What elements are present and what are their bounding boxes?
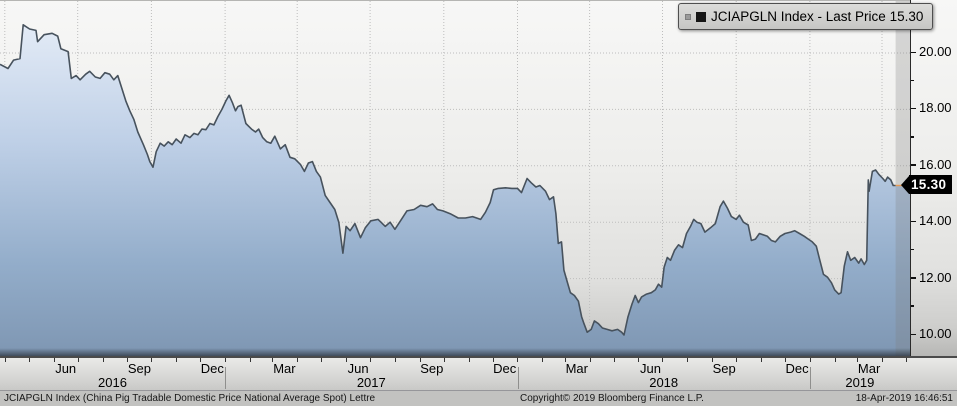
legend-box[interactable]: JCIAPGLN Index - Last Price 15.30: [678, 3, 934, 30]
x-axis-month-label: Jun: [55, 361, 77, 376]
x-axis-month-label: Sep: [712, 361, 736, 376]
y-axis-major-tick: [911, 220, 916, 223]
month-tick: [297, 358, 299, 362]
month-tick: [542, 358, 544, 362]
price-chart-svg[interactable]: [0, 1, 910, 357]
month-tick: [785, 358, 787, 362]
footer-index-description: JCIAPGLN Index (China Pig Tradable Domes…: [4, 393, 376, 404]
month-tick: [881, 358, 883, 362]
x-axis-month-label: Sep: [127, 361, 151, 376]
month-tick: [492, 358, 494, 362]
month-tick: [905, 358, 907, 362]
month-tick: [662, 358, 664, 362]
footer-bar: JCIAPGLN Index (China Pig Tradable Domes…: [0, 390, 957, 406]
x-axis-month-label: Dec: [200, 361, 224, 376]
month-tick: [53, 358, 55, 362]
year-separator: [517, 367, 519, 389]
footer-copyright: Copyright© 2019 Bloomberg Finance L.P.: [520, 393, 704, 404]
month-tick: [394, 358, 396, 362]
last-price-tag: 15.30: [901, 175, 953, 194]
y-axis-label: 14.00: [919, 213, 952, 229]
month-tick: [834, 358, 836, 362]
y-axis-label: 16.00: [919, 156, 952, 172]
y-axis-major-tick: [911, 107, 916, 110]
x-axis-year-label: 2017: [356, 375, 386, 390]
month-tick: [517, 358, 519, 362]
series-marker-icon: [696, 11, 706, 22]
x-axis-month-label: Mar: [857, 361, 881, 376]
month-tick: [809, 358, 811, 362]
month-tick: [249, 358, 251, 362]
x-axis-year-label: 2018: [649, 375, 679, 390]
x-axis-month-label: Sep: [420, 361, 444, 376]
month-tick: [225, 358, 227, 362]
x-axis-month-label: Mar: [273, 361, 296, 376]
y-axis-minor-tick: [911, 136, 914, 138]
y-axis-minor-tick: [911, 79, 914, 82]
last-price-tag-arrow-icon: [901, 175, 909, 194]
month-tick: [200, 358, 202, 362]
month-tick: [613, 358, 615, 362]
month-tick: [564, 358, 566, 362]
year-separator: [225, 367, 227, 389]
year-separator: [809, 367, 811, 389]
bottom-edge-shadow: [0, 348, 910, 357]
month-tick: [127, 358, 129, 362]
month-tick: [151, 358, 153, 362]
month-tick: [346, 358, 348, 362]
y-axis-minor-tick: [911, 305, 914, 307]
month-tick: [370, 358, 372, 362]
y-axis-label: 18.00: [919, 100, 952, 116]
month-tick: [589, 358, 591, 362]
month-tick: [857, 358, 859, 362]
x-axis-month-label: Dec: [785, 361, 809, 376]
x-axis-month-label: Dec: [493, 361, 517, 376]
y-axis-major-tick: [911, 333, 916, 335]
month-tick: [638, 358, 640, 362]
x-axis-month-label: Mar: [565, 361, 588, 376]
month-tick: [687, 358, 689, 362]
chart-plot-area[interactable]: [0, 0, 910, 357]
price-line: [0, 23, 896, 336]
y-axis-major-tick: [911, 277, 916, 279]
y-axis-label: 20.00: [919, 44, 952, 59]
y-axis-major-tick: [911, 164, 916, 166]
month-tick: [761, 358, 762, 362]
month-tick: [272, 358, 274, 362]
y-axis-label: 10.00: [919, 326, 952, 341]
month-tick: [102, 358, 104, 362]
month-tick: [4, 358, 6, 362]
last-price-value: 15.30: [909, 175, 953, 194]
x-axis-month-label: Jun: [347, 361, 369, 376]
month-tick: [736, 358, 738, 362]
month-tick: [77, 358, 79, 362]
month-tick: [419, 358, 421, 362]
month-tick: [443, 358, 445, 362]
legend-drag-icon: [685, 13, 691, 20]
month-tick: [28, 358, 30, 362]
x-axis-year-label: 2019: [845, 375, 875, 390]
x-axis-year-label: 2016: [98, 375, 127, 390]
month-tick: [321, 358, 323, 362]
area-fill: [0, 24, 910, 357]
y-axis-major-tick: [911, 51, 916, 53]
footer-timestamp: 18-Apr-2019 16:46:51: [855, 393, 953, 404]
time-axis[interactable]: Jun Sep Dec Mar Jun Sep Dec Mar Jun Sep Dec Mar 2016…: [0, 356, 957, 390]
month-tick: [712, 358, 714, 362]
month-tick: [468, 358, 470, 362]
x-axis-month-label: Jun: [640, 361, 661, 376]
y-axis-minor-tick: [911, 248, 914, 251]
legend-label: JCIAPGLN Index - Last Price 15.30: [711, 9, 924, 24]
month-tick: [176, 358, 178, 362]
y-axis-label: 12.00: [919, 269, 952, 285]
